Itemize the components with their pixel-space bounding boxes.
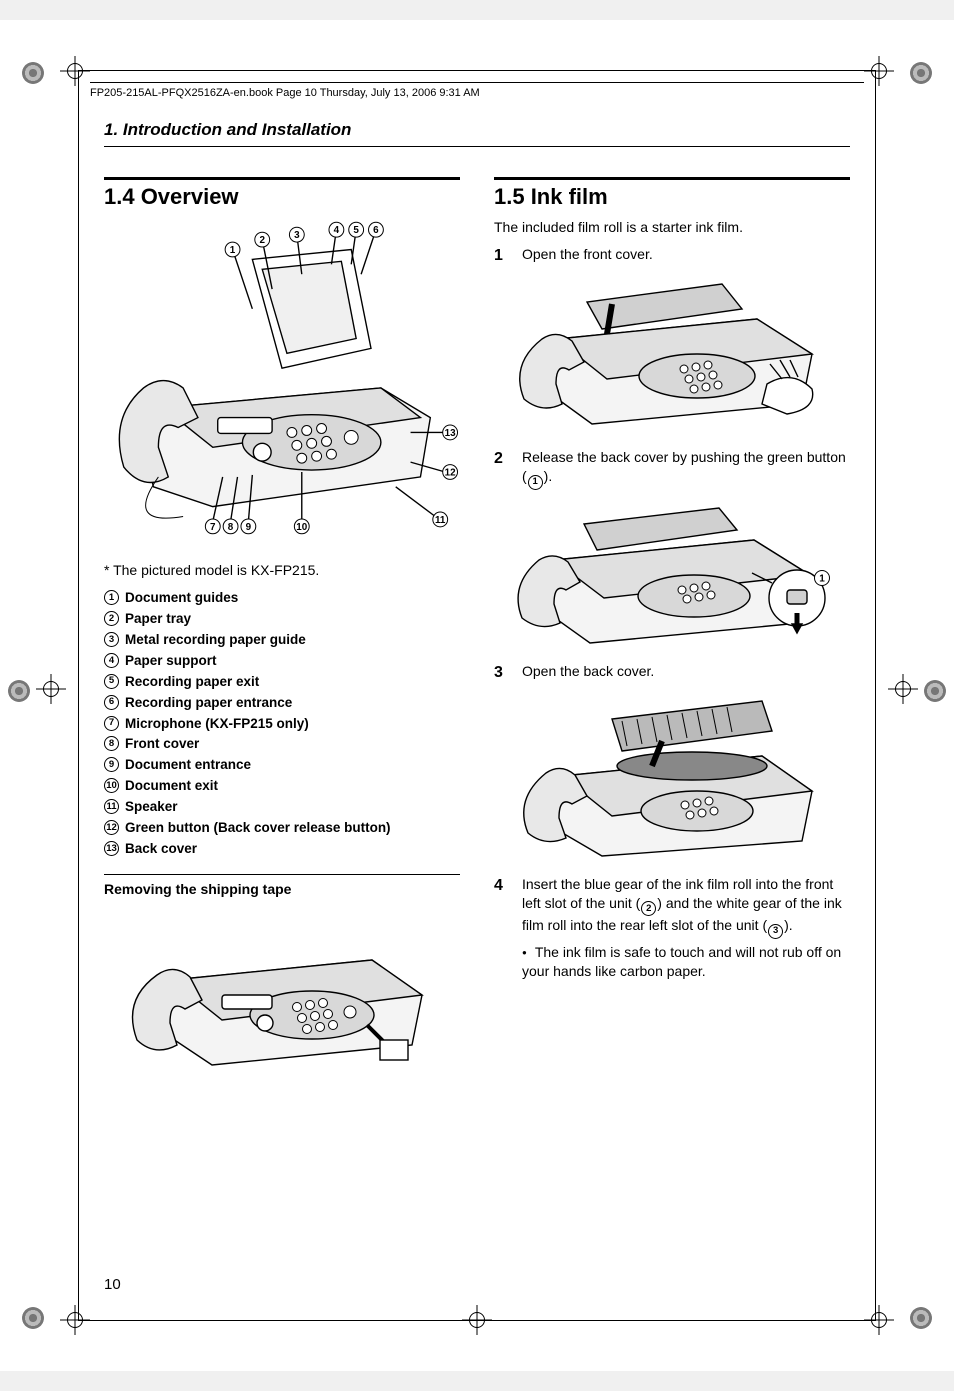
- right-column: 1.5 Ink film The included film roll is a…: [494, 177, 850, 1089]
- step-text: Open the front cover.: [522, 246, 653, 262]
- svg-text:1: 1: [230, 245, 236, 256]
- step-text: ).: [544, 468, 553, 484]
- manual-page: FP205-215AL-PFQX2516ZA-en.book Page 10 T…: [0, 20, 954, 1371]
- part-label: Paper tray: [125, 609, 191, 630]
- printer-mark: [22, 1307, 44, 1329]
- part-label: Document exit: [125, 776, 218, 797]
- step-2: 2 Release the back cover by pushing the …: [494, 448, 850, 489]
- part-label: Document guides: [125, 588, 238, 609]
- printer-mark: [910, 62, 932, 84]
- step-sub-bullet: The ink film is safe to touch and will n…: [522, 943, 850, 981]
- step-4: 4 Insert the blue gear of the ink film r…: [494, 875, 850, 980]
- printer-mark: [22, 62, 44, 84]
- figure-release-back-cover: 1: [494, 498, 850, 648]
- svg-text:8: 8: [228, 522, 234, 533]
- svg-text:3: 3: [294, 230, 300, 241]
- section-heading-overview: 1.4 Overview: [104, 184, 460, 210]
- svg-text:2: 2: [259, 235, 265, 246]
- model-note: * The pictured model is KX-FP215.: [104, 562, 460, 578]
- svg-text:5: 5: [353, 225, 359, 236]
- figure-overview: 4 5 6 3 2 1 7 8 9 10 13 12 11: [104, 218, 460, 548]
- svg-text:10: 10: [296, 522, 307, 533]
- printer-mark: [924, 680, 946, 702]
- svg-text:7: 7: [210, 522, 216, 533]
- ref-circle: 3: [768, 924, 783, 939]
- step-text: Open the back cover.: [522, 663, 654, 679]
- ref-circle: 2: [641, 901, 656, 916]
- parts-list: 1Document guides 2Paper tray 3Metal reco…: [104, 588, 460, 860]
- page-number: 10: [104, 1276, 121, 1293]
- figure-shipping-tape: [104, 905, 460, 1075]
- header-filename: FP205-215AL-PFQX2516ZA-en.book Page 10 T…: [90, 82, 864, 99]
- figure-open-front-cover: [494, 274, 850, 434]
- ref-circle: 1: [528, 475, 543, 490]
- subhead-shipping-tape: Removing the shipping tape: [104, 881, 460, 897]
- section-heading-ink-film: 1.5 Ink film: [494, 184, 850, 210]
- step-text: Release the back cover by pushing the gr…: [522, 449, 846, 484]
- step-text: ).: [784, 917, 793, 933]
- svg-text:4: 4: [334, 225, 340, 236]
- callout-number: 1: [819, 573, 825, 584]
- ink-film-intro: The included film roll is a starter ink …: [494, 218, 850, 237]
- svg-text:13: 13: [445, 428, 456, 439]
- registration-mark: [36, 674, 66, 704]
- content-area: 1. Introduction and Installation 1.4 Ove…: [104, 120, 850, 1301]
- svg-text:6: 6: [373, 225, 379, 236]
- part-label: Speaker: [125, 797, 178, 818]
- figure-open-back-cover: [494, 691, 850, 861]
- part-label: Document entrance: [125, 755, 251, 776]
- part-label: Microphone (KX-FP215 only): [125, 714, 309, 735]
- chapter-title: 1. Introduction and Installation: [104, 120, 850, 147]
- part-label: Recording paper exit: [125, 672, 259, 693]
- step-1: 1 Open the front cover.: [494, 245, 850, 267]
- registration-mark: [888, 674, 918, 704]
- part-label: Recording paper entrance: [125, 693, 292, 714]
- left-column: 1.4 Overview: [104, 177, 460, 1089]
- svg-text:12: 12: [445, 467, 456, 478]
- svg-text:11: 11: [435, 515, 446, 526]
- printer-mark: [8, 680, 30, 702]
- part-label: Paper support: [125, 651, 217, 672]
- part-label: Front cover: [125, 734, 199, 755]
- printer-mark: [910, 1307, 932, 1329]
- part-label: Green button (Back cover release button): [125, 818, 391, 839]
- svg-text:9: 9: [246, 522, 252, 533]
- part-label: Metal recording paper guide: [125, 630, 306, 651]
- step-3: 3 Open the back cover.: [494, 662, 850, 684]
- part-label: Back cover: [125, 839, 197, 860]
